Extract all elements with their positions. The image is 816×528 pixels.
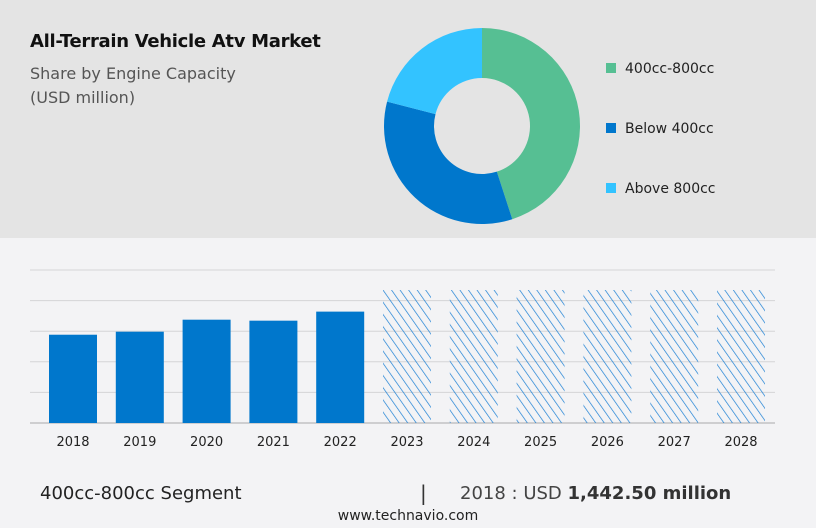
bar	[49, 334, 97, 423]
legend-swatch	[606, 123, 616, 133]
value-year: 2018 : USD	[460, 483, 562, 504]
legend-label: Above 800cc	[625, 181, 716, 197]
x-tick-label: 2018	[56, 435, 89, 450]
bar-forecast	[449, 290, 498, 423]
donut-slice	[384, 101, 513, 224]
x-tick-label: 2025	[524, 435, 557, 450]
legend-item: 400cc-800cc	[606, 61, 714, 77]
subtitle-unit: (USD million)	[30, 88, 136, 107]
x-tick-label: 2020	[190, 435, 223, 450]
segment-value: 2018 : USD 1,442.50 million	[460, 483, 731, 504]
x-tick-label: 2019	[123, 435, 156, 450]
value-amount: 1,442.50 million	[567, 483, 732, 504]
x-tick-label: 2023	[390, 435, 423, 450]
bar	[316, 311, 365, 423]
legend-label: Below 400cc	[625, 121, 714, 137]
donut-slice	[482, 28, 580, 220]
bar-forecast	[383, 290, 431, 423]
chart-title: All-Terrain Vehicle Atv Market	[30, 31, 321, 52]
legend-swatch	[606, 183, 616, 193]
x-tick-label: 2026	[591, 435, 624, 450]
legend-item: Above 800cc	[606, 181, 716, 197]
bar-forecast	[583, 290, 632, 423]
x-tick-label: 2022	[324, 435, 357, 450]
chart-subtitle: Share by Engine Capacity (USD million)	[30, 62, 236, 110]
legend-swatch	[606, 63, 616, 73]
segment-label: 400cc-800cc Segment	[40, 483, 242, 504]
x-tick-label: 2021	[257, 435, 290, 450]
footer-separator: |	[420, 481, 427, 505]
source-url[interactable]: www.technavio.com	[337, 508, 479, 524]
bar-forecast	[650, 290, 699, 423]
bar-forecast	[516, 290, 565, 423]
bar	[182, 319, 231, 423]
legend-item: Below 400cc	[606, 121, 714, 137]
legend-label: 400cc-800cc	[625, 61, 715, 77]
x-tick-label: 2028	[724, 435, 757, 450]
x-tick-label: 2024	[457, 435, 490, 450]
donut-slice	[387, 28, 482, 115]
bar-forecast	[717, 290, 765, 423]
bar	[249, 320, 298, 423]
x-tick-label: 2027	[658, 435, 691, 450]
bar	[115, 331, 164, 423]
subtitle-line: Share by Engine Capacity	[30, 64, 236, 83]
